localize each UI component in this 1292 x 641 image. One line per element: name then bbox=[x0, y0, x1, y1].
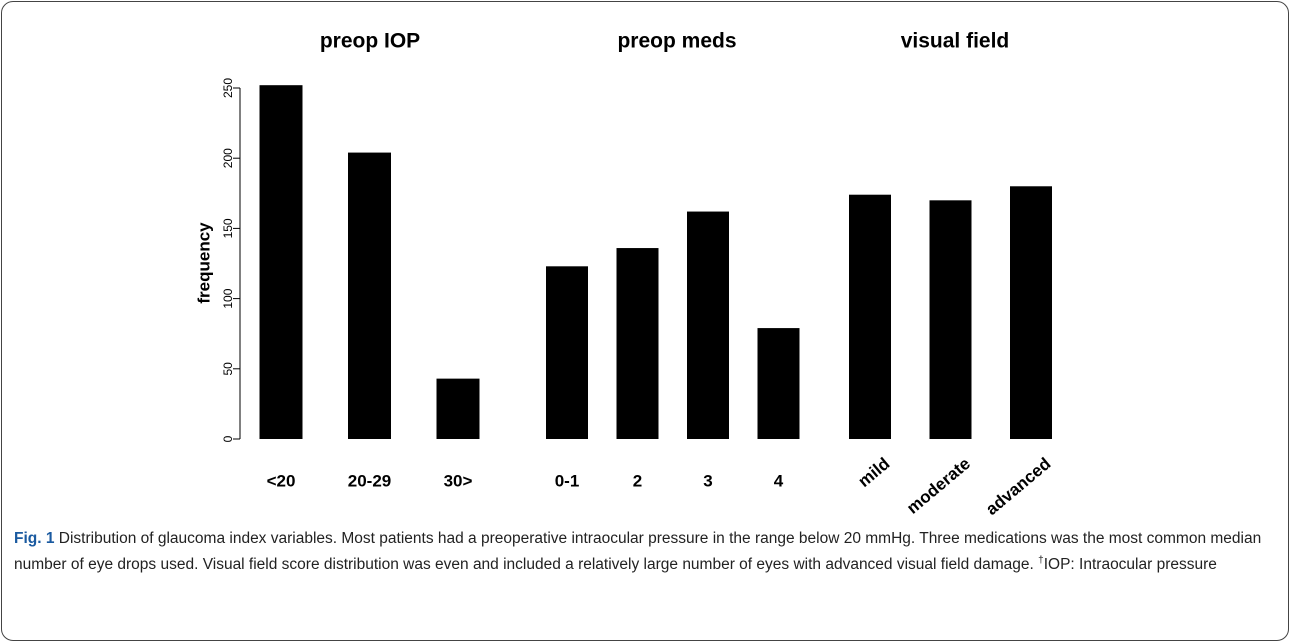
chart: preop IOP 0 50 100 150 200 250 frequency <20 20-2… bbox=[194, 30, 1054, 519]
caption-sup: † bbox=[1038, 555, 1044, 566]
panel-title: preop IOP bbox=[320, 30, 420, 53]
x-tick-label: 30> bbox=[444, 471, 473, 490]
x-tick-label: 0-1 bbox=[555, 471, 580, 490]
x-tick-label: 4 bbox=[774, 471, 784, 490]
bar bbox=[757, 328, 800, 439]
panel-title: preop meds bbox=[617, 30, 736, 53]
y-tick-label: 50 bbox=[221, 362, 235, 376]
y-axis-label: frequency bbox=[194, 222, 213, 304]
y-tick-label: 250 bbox=[221, 78, 235, 98]
bar bbox=[259, 85, 303, 439]
x-tick-label: moderate bbox=[903, 454, 974, 518]
bar bbox=[849, 194, 891, 439]
x-tick-label: 20-29 bbox=[348, 471, 391, 490]
x-tick-label: 3 bbox=[703, 471, 712, 490]
bar bbox=[929, 200, 972, 439]
caption: Fig. 1 Distribution of glaucoma index va… bbox=[14, 528, 1276, 576]
panel-title: visual field bbox=[901, 30, 1010, 53]
y-tick-label: 100 bbox=[221, 288, 235, 308]
caption-tail: IOP: Intraocular pressure bbox=[1043, 556, 1217, 574]
bar bbox=[687, 211, 729, 439]
caption-text: Distribution of glaucoma index variables… bbox=[14, 530, 1262, 574]
bar bbox=[348, 152, 391, 440]
x-tick-label: advanced bbox=[982, 454, 1054, 519]
bar bbox=[436, 378, 480, 439]
y-tick-label: 150 bbox=[221, 218, 235, 238]
x-tick-label: <20 bbox=[267, 471, 296, 490]
bar bbox=[1010, 186, 1052, 439]
y-tick-label: 200 bbox=[221, 148, 235, 168]
x-tick-label: mild bbox=[854, 454, 893, 491]
bar bbox=[616, 248, 659, 439]
bar bbox=[546, 266, 588, 439]
x-tick-label: 2 bbox=[633, 471, 642, 490]
y-tick-label: 0 bbox=[221, 435, 235, 442]
caption-label: Fig. 1 bbox=[14, 530, 55, 547]
